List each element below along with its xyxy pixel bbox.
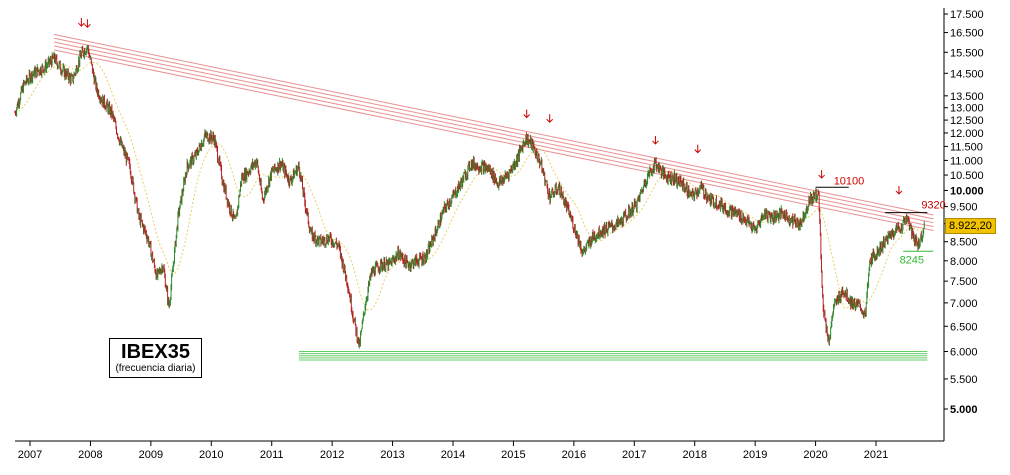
resistance-touch-arrow [694,144,702,154]
resistance-trend-line [54,45,934,228]
x-tick-label: 2010 [199,449,223,461]
y-tick-label: 10.000 [950,185,984,197]
x-tick-label: 2019 [743,449,767,461]
resistance-trend-line [54,41,934,224]
y-tick-label: 15.500 [950,47,984,59]
x-tick-label: 2016 [562,449,586,461]
y-tick-label: 10.500 [950,170,984,182]
resistance-touch-arrow [546,114,554,123]
y-tick-label: 6.000 [950,347,978,359]
y-tick-label: 17.500 [950,9,984,21]
resistance-trend-lines [54,33,934,232]
last-value-tag: 8.922,20 [945,218,996,235]
x-tick-label: 2017 [622,449,646,461]
resistance-trend-line [54,37,934,220]
resistance-touch-arrow [895,185,903,195]
x-tick-label: 2018 [682,449,706,461]
y-tick-label: 5.000 [950,404,978,416]
x-tick-label: 2012 [320,449,344,461]
x-tick-label: 2021 [864,449,888,461]
y-axis-ticks: 17.500 16.500 15.500 14.500 13.50013.00012.5… [944,9,984,416]
x-tick-label: 2008 [78,449,102,461]
y-tick-label: 12.000 [950,128,984,140]
y-tick-label: 16.500 [950,28,984,40]
y-tick-label: 7.000 [950,298,978,310]
resistance-touch-arrow [818,170,825,179]
chart-subtitle: (frecuencia diaria) [115,363,196,374]
y-tick-label: 9.500 [950,202,978,214]
y-tick-label: 6.500 [950,321,978,333]
resistance-touch-arrow [652,135,659,145]
resistance-trend-line [54,49,934,232]
y-tick-label: 8.000 [950,256,978,268]
x-axis-ticks: 2007 2008 2009 2010 2011 2012 2013 2014 2015 2016… [18,441,888,461]
y-tick-label: 5.500 [950,374,978,386]
x-tick-label: 2014 [441,449,465,461]
y-tick-label: 11.000 [950,155,983,167]
y-tick-label: 14.500 [950,68,984,80]
chart-title: IBEX35 [121,341,190,363]
level-8245-label: 8245 [900,254,924,266]
x-tick-label: 2009 [139,449,163,461]
resistance-touch-arrow [523,109,531,119]
resistance-touch-arrow [78,18,85,27]
chart-title-box: IBEX35 (frecuencia diaria) [109,338,202,378]
level-9320-label: 9320 [921,200,945,212]
x-tick-label: 2011 [260,449,284,461]
x-tick-label: 2013 [380,449,404,461]
x-tick-label: 2015 [501,449,525,461]
price-candles [14,44,925,349]
y-tick-label: 11.500 [950,141,983,153]
annotation-marks: 10100 9320 8245 [78,18,946,266]
y-tick-label: 13.000 [950,103,984,115]
x-tick-label: 2007 [18,449,42,461]
x-tick-label: 2020 [803,449,827,461]
y-tick-label: 7.500 [950,276,978,288]
y-tick-label: 12.500 [950,115,984,127]
support-band [298,351,928,361]
y-tick-label: 8.500 [950,237,978,249]
resistance-trend-line [54,33,934,216]
y-tick-label: 13.500 [950,91,984,103]
level-10100-label: 10100 [834,175,865,187]
resistance-touch-arrow [84,19,91,29]
